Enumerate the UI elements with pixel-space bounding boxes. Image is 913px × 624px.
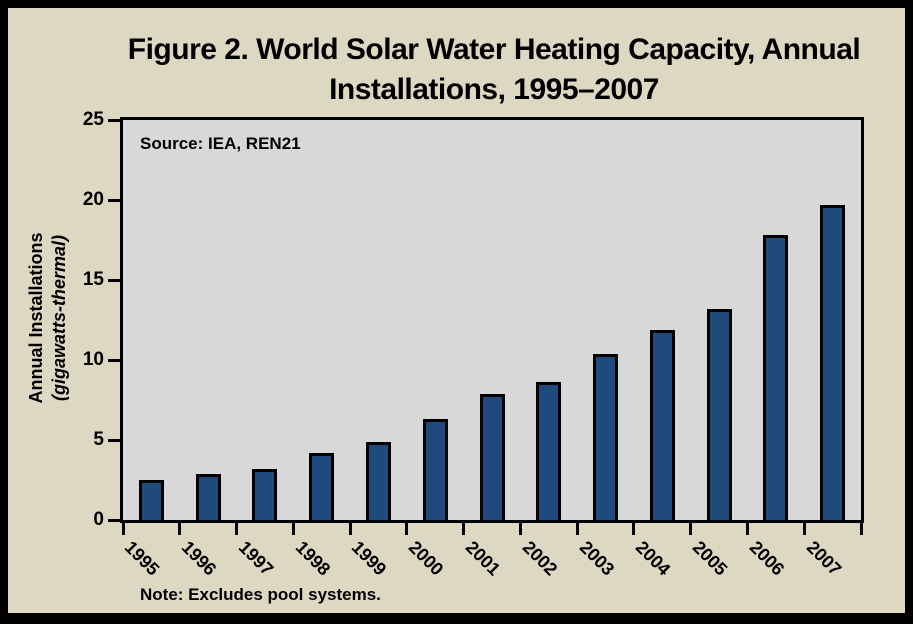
x-tick-label-1998: 1998 bbox=[291, 537, 335, 580]
y-tick-15 bbox=[108, 278, 122, 282]
chart-title-line-2: Installations, 1995–2007 bbox=[329, 73, 659, 106]
y-axis-title-line-1: Annual Installations bbox=[26, 232, 46, 404]
x-tick-label-1997: 1997 bbox=[234, 537, 278, 580]
y-tick-label-5: 5 bbox=[93, 429, 104, 450]
x-tick-label-2003: 2003 bbox=[575, 537, 618, 580]
x-tick-label-2005: 2005 bbox=[688, 537, 732, 580]
bar-2005 bbox=[706, 308, 732, 520]
y-tick-25 bbox=[108, 118, 122, 122]
x-tick-label-2002: 2002 bbox=[518, 537, 562, 580]
bar-2003 bbox=[593, 353, 619, 520]
x-tick-12 bbox=[802, 523, 806, 535]
x-tick-7 bbox=[518, 523, 522, 535]
x-tick-13 bbox=[859, 523, 863, 535]
y-axis-title: Annual Installations (gigawatts-thermal) bbox=[25, 118, 71, 518]
bar-2007 bbox=[820, 204, 846, 520]
y-tick-label-15: 15 bbox=[82, 269, 104, 290]
y-tick-0 bbox=[108, 518, 122, 522]
bar-2000 bbox=[422, 419, 448, 520]
bar-2004 bbox=[649, 329, 675, 520]
plot-area bbox=[120, 117, 864, 523]
x-tick-label-1999: 1999 bbox=[348, 537, 391, 580]
chart-title-line-1: Figure 2. World Solar Water Heating Capa… bbox=[127, 33, 861, 66]
x-tick-9 bbox=[632, 523, 636, 535]
bar-2001 bbox=[479, 393, 505, 520]
bar-1995 bbox=[138, 480, 164, 520]
footnote: Note: Excludes pool systems. bbox=[140, 585, 381, 604]
x-tick-1 bbox=[178, 523, 182, 535]
x-tick-6 bbox=[462, 523, 466, 535]
x-tick-label-1996: 1996 bbox=[177, 537, 221, 580]
bar-2006 bbox=[763, 235, 789, 520]
source-note: Source: IEA, REN21 bbox=[140, 134, 301, 153]
bar-1998 bbox=[309, 452, 335, 520]
x-tick-3 bbox=[291, 523, 295, 535]
bar-1999 bbox=[365, 441, 391, 520]
y-axis-title-line-2: (gigawatts-thermal) bbox=[49, 234, 69, 402]
y-tick-10 bbox=[108, 358, 122, 362]
x-tick-10 bbox=[689, 523, 693, 535]
y-tick-20 bbox=[108, 198, 122, 202]
bar-1997 bbox=[252, 468, 278, 520]
x-tick-11 bbox=[745, 523, 749, 535]
x-tick-2 bbox=[235, 523, 239, 535]
chart-canvas: Figure 2. World Solar Water Heating Capa… bbox=[8, 8, 905, 613]
x-tick-label-2007: 2007 bbox=[802, 537, 845, 580]
x-tick-label-2001: 2001 bbox=[461, 537, 505, 580]
x-tick-label-2004: 2004 bbox=[632, 537, 675, 580]
y-tick-label-25: 25 bbox=[82, 109, 104, 130]
x-tick-label-2000: 2000 bbox=[405, 537, 448, 580]
x-tick-4 bbox=[348, 523, 352, 535]
x-tick-5 bbox=[405, 523, 409, 535]
y-tick-label-10: 10 bbox=[82, 349, 104, 370]
chart-title: Figure 2. World Solar Water Heating Capa… bbox=[83, 30, 905, 110]
bar-1996 bbox=[195, 473, 221, 520]
y-tick-5 bbox=[108, 438, 122, 442]
x-tick-label-2006: 2006 bbox=[745, 537, 789, 580]
bar-2002 bbox=[536, 382, 562, 520]
x-tick-0 bbox=[121, 523, 125, 535]
x-tick-label-1995: 1995 bbox=[121, 537, 164, 580]
y-tick-label-0: 0 bbox=[93, 509, 104, 530]
y-tick-label-20: 20 bbox=[82, 189, 104, 210]
x-tick-8 bbox=[575, 523, 579, 535]
